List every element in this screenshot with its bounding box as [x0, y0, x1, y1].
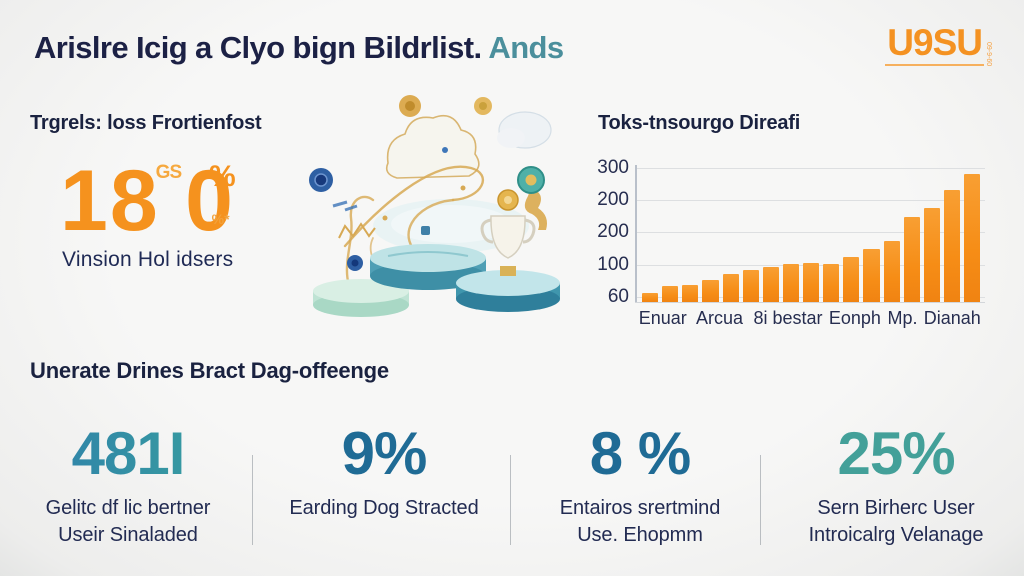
stat-divider-3 [760, 455, 761, 545]
crown-icon [338, 222, 376, 239]
bar [782, 263, 799, 302]
dot-gold-1 [382, 215, 388, 221]
stat-divider-2 [510, 455, 511, 545]
y-axis-tick: 300 [597, 157, 629, 178]
stat-card: 25% Sern Birherc User Introicalrg Velanage [768, 418, 1024, 558]
bar [843, 257, 860, 302]
x-axis-label: 8i bestar [753, 308, 823, 328]
left-stat-percent: % [208, 160, 236, 193]
chart-baseline [635, 302, 985, 303]
stats-row: 481I Gelitc df lic bertner Useir Sinaladed… [0, 418, 1024, 558]
bar [642, 293, 659, 302]
cloud-center [385, 114, 480, 179]
left-section-label: Trgrels: loss Frortienfost [30, 112, 262, 134]
y-axis-tick: 60 [607, 285, 629, 307]
stat-caption: Gelitc df lic bertner Useir Sinaladed [45, 496, 211, 547]
left-stat-value: 18GS0%%* [60, 158, 280, 244]
bar [662, 285, 679, 302]
bar [682, 284, 699, 302]
coin-navy-2 [347, 255, 363, 271]
dot-gold-2 [460, 185, 466, 191]
stat-card: 8 % Entairos srertmind Use. Ehopmm [512, 418, 768, 558]
left-stat-caption: Vinsion Hol idsers [62, 248, 234, 271]
bar-chart: 300 200 200 100 60 Enuar Arcua 8i bestar Eonph M… [597, 157, 985, 328]
bottom-section-heading: Unerate Drines Bract Dag-offeenge [30, 358, 389, 383]
bar [823, 263, 840, 302]
bar [903, 216, 920, 302]
gridline [637, 200, 985, 202]
stat-card: 481I Gelitc df lic bertner Useir Sinaladed [0, 418, 256, 558]
x-axis-label: Arcua [695, 308, 743, 328]
trophy-icon [480, 189, 536, 276]
brand-logo-text: U9SU [885, 24, 984, 66]
stat-value: 25% [837, 420, 955, 487]
trophy-illustration [309, 95, 560, 317]
stat-divider-1 [252, 455, 253, 545]
brand-logo-side-text: 09-9-60 [985, 41, 992, 66]
y-axis-tick: 200 [597, 189, 629, 211]
y-axis-tick: 100 [597, 253, 629, 275]
coin-navy-1 [309, 168, 333, 192]
brand-logo: U9SU 09-9-60 [885, 24, 992, 66]
cloud-top-right [497, 111, 552, 149]
bar [803, 262, 820, 302]
left-stat-decoration: GS [155, 162, 182, 183]
gridline [637, 168, 985, 169]
bar [923, 208, 940, 302]
dot-blue [442, 147, 448, 153]
coin-gold-2 [474, 97, 492, 115]
podium-right [456, 270, 560, 312]
mini-cube [421, 226, 430, 235]
bar-series [637, 165, 985, 302]
y-axis-tick: 200 [597, 221, 629, 243]
chart-title: Toks-tnsourgo Direafi [598, 112, 801, 134]
bar [883, 241, 900, 302]
left-stat-digits-left: 18 [60, 153, 160, 249]
bar [943, 190, 960, 302]
bar [762, 266, 779, 302]
stat-caption: Entairos srertmind Use. Ehopmm [559, 496, 721, 547]
stat-value: 8 % [589, 420, 691, 487]
x-axis-label: Dianah [923, 308, 981, 328]
left-stat-digits-right: 0 [185, 153, 235, 249]
coin-gold-1 [399, 95, 421, 117]
x-axis-label: Eonph [828, 308, 881, 328]
bar [863, 248, 880, 302]
bar [702, 280, 719, 302]
blue-dashes [332, 200, 358, 212]
page-title: Arislre Icig a Clyo bign Bildrlist. Ands [34, 30, 564, 66]
page-title-main: Arislre Icig a Clyo bign Bildrlist. [34, 30, 482, 65]
left-stat-decoration-2: %* [211, 211, 230, 227]
gridline [637, 232, 985, 234]
bar [722, 273, 739, 302]
stat-value: 9% [341, 420, 428, 487]
stat-caption: Earding Dog Stracted [289, 496, 479, 519]
stat-value: 481I [0, 421, 256, 487]
bar [742, 270, 759, 302]
x-axis-label: Enuar [638, 308, 687, 328]
bar [964, 174, 981, 302]
page-title-accent: Ands [481, 30, 564, 65]
badge-teal [517, 166, 545, 194]
x-axis-label: Mp. [887, 308, 918, 328]
gold-figurine [524, 190, 547, 230]
stat-caption: Sern Birherc User Introicalrg Velanage [808, 496, 984, 547]
stat-card: 9% Earding Dog Stracted [256, 418, 512, 558]
